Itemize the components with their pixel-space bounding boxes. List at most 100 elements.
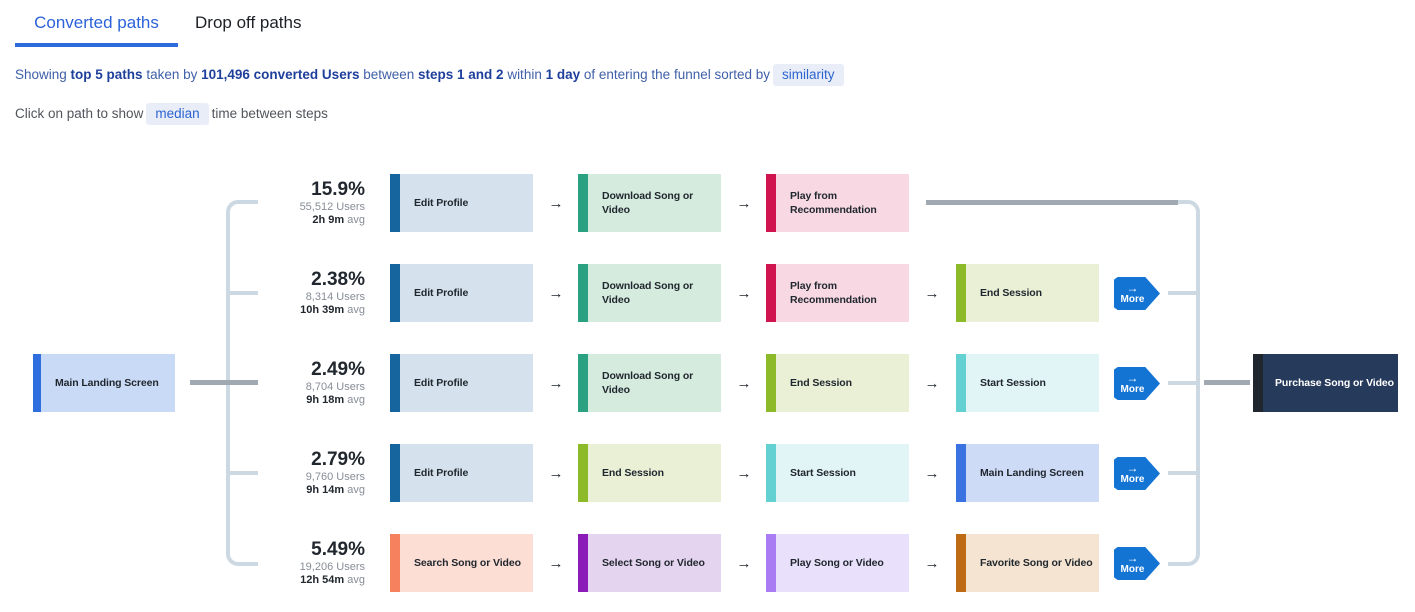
- tab-drop-off-paths[interactable]: Drop off paths: [195, 13, 302, 32]
- source-link-connector: [190, 380, 258, 385]
- more-button-label: More: [1120, 383, 1145, 395]
- target-link-connector: [1204, 380, 1250, 385]
- path-user-count: 8,704 Users: [305, 381, 365, 393]
- path-avg-value: 9h 14m: [306, 484, 345, 496]
- more-button[interactable]: → More: [1114, 367, 1160, 400]
- step-box[interactable]: Download Song or Video: [578, 264, 721, 322]
- sort-by-selector[interactable]: similarity: [773, 64, 844, 86]
- step-color-bar: [766, 174, 776, 232]
- step-color-bar: [578, 264, 588, 322]
- step-label: Start Session: [980, 376, 1046, 389]
- step-label: Main Landing Screen: [980, 466, 1084, 479]
- more-arrow-icon: →: [1126, 370, 1139, 385]
- step-label: Edit Profile: [414, 286, 469, 299]
- summary-top-paths: top 5 paths: [70, 67, 143, 82]
- path-stats: 15.9% 55,512 Users 2h 9m avg: [243, 179, 365, 227]
- step-label: Play from Recommendation: [790, 279, 877, 306]
- step-box[interactable]: End Session: [956, 264, 1099, 322]
- path-row[interactable]: 2.49% 8,704 Users 9h 18m avg Edit Profile → D…: [0, 354, 1415, 412]
- step-label: End Session: [980, 286, 1042, 299]
- note-segment: Click on path to show: [15, 106, 144, 121]
- path-user-count: 9,760 Users: [305, 471, 365, 483]
- step-box[interactable]: Select Song or Video: [578, 534, 721, 592]
- metric-selector[interactable]: median: [146, 103, 209, 125]
- step-box[interactable]: Play from Recommendation: [766, 174, 909, 232]
- step-box[interactable]: Edit Profile: [390, 264, 533, 322]
- path-row[interactable]: 15.9% 55,512 Users 2h 9m avg Edit Profile → D…: [0, 174, 1415, 232]
- tab-converted-paths[interactable]: Converted paths: [34, 13, 159, 32]
- step-box[interactable]: End Session: [766, 354, 909, 412]
- step-color-bar: [390, 444, 400, 502]
- path-percentage: 5.49%: [311, 539, 365, 560]
- step-color-bar: [578, 354, 588, 412]
- arrow-icon: →: [548, 284, 564, 302]
- step-color-bar: [766, 354, 776, 412]
- row1-link-connector: [926, 200, 1178, 205]
- step-color-bar: [956, 444, 966, 502]
- step-box[interactable]: Start Session: [956, 354, 1099, 412]
- step-label: Start Session: [790, 466, 856, 479]
- path-percentage: 2.49%: [311, 359, 365, 380]
- step-label: Edit Profile: [414, 376, 469, 389]
- step-color-bar: [956, 264, 966, 322]
- right-stub-connector: [1168, 291, 1198, 295]
- more-button[interactable]: → More: [1114, 457, 1160, 490]
- left-stub-connector: [226, 291, 258, 295]
- source-node-label: Main Landing Screen: [55, 376, 159, 389]
- path-row[interactable]: 2.79% 9,760 Users 9h 14m avg Edit Profile → E…: [0, 444, 1415, 502]
- more-button[interactable]: → More: [1114, 277, 1160, 310]
- path-stats: 2.38% 8,314 Users 10h 39m avg: [243, 269, 365, 317]
- more-arrow-icon: →: [1126, 550, 1139, 565]
- right-branch-connector: [1168, 200, 1200, 566]
- step-color-bar: [390, 534, 400, 592]
- path-percentage: 15.9%: [311, 179, 365, 200]
- step-box[interactable]: Download Song or Video: [578, 354, 721, 412]
- step-label: Download Song or Video: [602, 279, 694, 306]
- step-box[interactable]: Play from Recommendation: [766, 264, 909, 322]
- path-stats: 5.49% 19,206 Users 12h 54m avg: [243, 539, 365, 587]
- step-color-bar: [956, 534, 966, 592]
- more-arrow-icon: →: [1126, 280, 1139, 295]
- path-row[interactable]: 2.38% 8,314 Users 10h 39m avg Edit Profile →…: [0, 264, 1415, 322]
- step-color-bar: [1253, 354, 1263, 412]
- step-color-bar: [578, 444, 588, 502]
- left-stub-connector: [226, 471, 258, 475]
- note-segment: time between steps: [211, 106, 328, 121]
- note-text: Click on path to show median time between …: [15, 103, 328, 125]
- step-label: End Session: [790, 376, 852, 389]
- step-color-bar: [578, 534, 588, 592]
- step-label: Download Song or Video: [602, 369, 694, 396]
- arrow-icon: →: [548, 374, 564, 392]
- source-node[interactable]: Main Landing Screen: [33, 354, 175, 412]
- step-label: Download Song or Video: [602, 189, 694, 216]
- step-box[interactable]: End Session: [578, 444, 721, 502]
- step-box[interactable]: Play Song or Video: [766, 534, 909, 592]
- step-box[interactable]: Edit Profile: [390, 354, 533, 412]
- step-color-bar: [766, 534, 776, 592]
- path-user-count: 55,512 Users: [299, 201, 365, 213]
- path-user-count: 19,206 Users: [299, 561, 365, 573]
- summary-text: Showing top 5 paths taken by 101,496 con…: [15, 64, 847, 86]
- arrow-icon: →: [548, 464, 564, 482]
- summary-segment: Showing: [15, 67, 71, 82]
- summary-segment: between: [359, 67, 419, 82]
- path-avg-value: 9h 18m: [306, 394, 345, 406]
- step-label: End Session: [602, 466, 664, 479]
- arrow-icon: →: [548, 554, 564, 572]
- step-label: Edit Profile: [414, 196, 469, 209]
- path-row[interactable]: 5.49% 19,206 Users 12h 54m avg Search Song …: [0, 534, 1415, 592]
- more-button[interactable]: → More: [1114, 547, 1160, 580]
- step-box[interactable]: Edit Profile: [390, 444, 533, 502]
- step-box[interactable]: Search Song or Video: [390, 534, 533, 592]
- step-box[interactable]: Edit Profile: [390, 174, 533, 232]
- step-box[interactable]: Start Session: [766, 444, 909, 502]
- path-avg-time: 9h 18m avg: [306, 394, 365, 406]
- step-box[interactable]: Main Landing Screen: [956, 444, 1099, 502]
- step-label: Search Song or Video: [414, 556, 521, 569]
- path-avg-time: 9h 14m avg: [306, 484, 365, 496]
- target-node[interactable]: Purchase Song or Video: [1253, 354, 1398, 412]
- summary-segment: within: [503, 67, 546, 82]
- step-color-bar: [766, 444, 776, 502]
- step-box[interactable]: Download Song or Video: [578, 174, 721, 232]
- step-box[interactable]: Favorite Song or Video: [956, 534, 1099, 592]
